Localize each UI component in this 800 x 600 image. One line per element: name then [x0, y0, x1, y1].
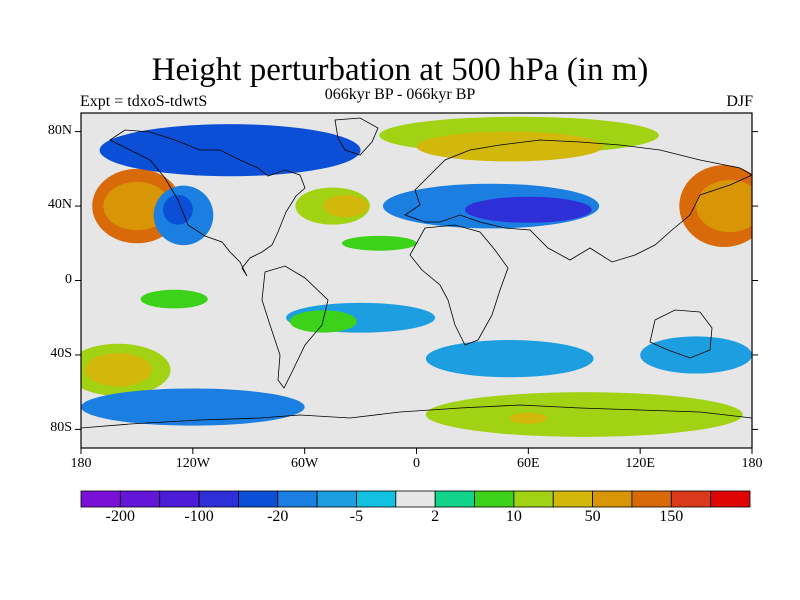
colorbar-swatch: [238, 490, 279, 508]
colorbar-swatch: [198, 490, 239, 508]
anomaly-region: [416, 131, 603, 162]
colorbar-swatch: [159, 490, 200, 508]
lat-tick-label: 80S: [50, 420, 72, 436]
anomaly-layer: [81, 116, 752, 437]
anomaly-region: [425, 340, 594, 378]
axis-ticks: [75, 131, 758, 454]
lat-tick-label: 40S: [50, 345, 72, 361]
experiment-label: Expt = tdxoS-tdwtS: [80, 93, 208, 110]
season-label: DJF: [726, 93, 753, 110]
colorbar-swatch: [552, 490, 593, 508]
anomaly-region: [103, 181, 171, 231]
colorbar-label: -5: [349, 508, 364, 525]
colorbar-label: -100: [184, 508, 214, 525]
colorbar-swatch: [80, 490, 121, 508]
anomaly-region: [289, 310, 357, 333]
anomaly-region: [425, 392, 743, 437]
colorbar-label: 10: [505, 508, 522, 525]
colorbar-swatch: [710, 490, 751, 508]
anomaly-region: [640, 336, 752, 374]
anomaly-region: [81, 388, 305, 426]
colorbar-swatch: [670, 490, 712, 508]
colorbar-label: -20: [267, 508, 289, 525]
lat-tick-label: 0: [65, 271, 72, 287]
map-field: [81, 113, 752, 448]
anomaly-region: [99, 124, 361, 177]
colorbar-swatch: [474, 490, 515, 508]
lon-tick-label: 120W: [175, 456, 210, 471]
colorbar-swatch: [277, 490, 318, 508]
colorbar: [80, 490, 751, 508]
lon-tick-label: 60W: [291, 456, 319, 471]
anomaly-region: [509, 412, 547, 424]
chart-title: Height perturbation at 500 hPa (in m): [151, 52, 649, 88]
colorbar-swatch: [316, 490, 357, 508]
chart-subtitle: 066kyr BP - 066kyr BP: [324, 86, 476, 103]
anomaly-region: [696, 180, 752, 233]
lat-tick-label: 40N: [47, 197, 72, 213]
anomaly-region: [163, 194, 193, 225]
lon-tick-label: 60E: [517, 456, 540, 471]
colorbar-label: 150: [659, 508, 684, 525]
anomaly-region: [84, 353, 152, 387]
colorbar-label: 50: [584, 508, 601, 525]
colorbar-swatch: [513, 490, 554, 508]
lon-tick-label: 0: [413, 456, 420, 471]
colorbar-swatch: [356, 490, 397, 508]
lon-tick-label: 180: [741, 456, 763, 471]
colorbar-swatch: [631, 490, 672, 508]
coastlines: [81, 117, 752, 429]
colorbar-swatch: [434, 490, 475, 508]
anomaly-region: [323, 194, 369, 218]
lon-tick-label: 120E: [625, 456, 655, 471]
lon-tick-label: 180: [70, 456, 92, 471]
lat-tick-label: 80N: [47, 122, 72, 138]
colorbar-swatch: [395, 490, 436, 508]
colorbar-label: 2: [431, 508, 440, 525]
colorbar-swatch: [119, 490, 161, 508]
anomaly-region: [341, 235, 417, 251]
colorbar-swatch: [592, 490, 633, 508]
anomaly-region: [140, 289, 208, 309]
anomaly-region: [464, 196, 592, 223]
colorbar-label: -200: [105, 508, 135, 525]
